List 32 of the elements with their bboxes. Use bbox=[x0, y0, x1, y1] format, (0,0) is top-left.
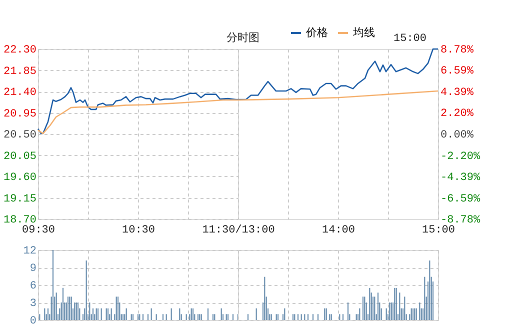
x-tick-label: 15:00 bbox=[422, 224, 456, 236]
y-tick-label: 21.40 bbox=[3, 87, 36, 99]
text: 2.20% bbox=[440, 108, 474, 120]
text: -4.39% bbox=[440, 172, 480, 184]
legend-label: 价格 bbox=[305, 27, 328, 40]
text: 0.00% bbox=[440, 130, 474, 142]
y-tick-label: 0 bbox=[30, 316, 36, 328]
y-tick-label: 20.50 bbox=[3, 130, 36, 142]
text: -6.59% bbox=[440, 193, 480, 206]
text: 4.39% bbox=[440, 87, 474, 99]
text: 8.78% bbox=[440, 44, 474, 56]
x-tick-label: 14:00 bbox=[322, 224, 356, 236]
y-tick-label: 6 bbox=[30, 280, 36, 292]
text: 15:00 bbox=[393, 33, 427, 45]
y-tick-label: 21.85 bbox=[3, 66, 36, 78]
y-tick-label: 22.30 bbox=[3, 44, 36, 56]
x-tick-label: 10:30 bbox=[122, 224, 156, 236]
y-tick-label: 9 bbox=[30, 263, 36, 275]
y-tick-label: 18.70 bbox=[3, 214, 36, 226]
text: 分时图 bbox=[226, 31, 260, 45]
y-tick-label: 20.95 bbox=[3, 108, 36, 120]
text: 6.59% bbox=[440, 66, 474, 78]
text: -2.20% bbox=[440, 150, 480, 163]
x-tick-label: 09:30 bbox=[22, 224, 56, 236]
y-tick-label: 12 bbox=[23, 246, 36, 258]
y-tick-label: 19.60 bbox=[3, 172, 36, 184]
y-tick-label: 19.15 bbox=[3, 193, 36, 206]
x-tick-label: 11:30/13:00 bbox=[202, 224, 275, 236]
text: -8.78% bbox=[440, 214, 480, 226]
y-tick-label: 3 bbox=[30, 298, 36, 310]
y-tick-label: 20.05 bbox=[3, 150, 36, 163]
legend-label: 均线 bbox=[352, 26, 375, 40]
